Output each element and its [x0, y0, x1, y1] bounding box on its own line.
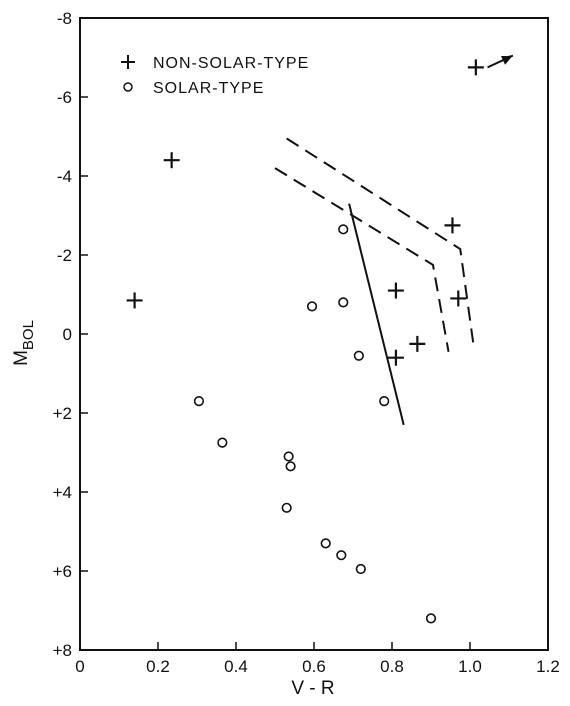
x-tick-label: 0 [75, 657, 84, 676]
circle-marker [379, 396, 390, 407]
y-tick-label: +4 [53, 483, 72, 502]
legend-item-non-solar: NON-SOLAR-TYPE [121, 55, 309, 72]
x-tick-label: 1.0 [458, 657, 482, 676]
annotations [487, 54, 514, 69]
svg-text:MBOL: MBOL [11, 320, 37, 366]
legend-label-solar: SOLAR-TYPE [153, 80, 264, 97]
circle-marker [193, 396, 205, 407]
plot-border [79, 17, 549, 651]
legend-item-solar: SOLAR-TYPE [123, 80, 264, 97]
legend-plus-marker [121, 55, 135, 69]
axis-ticks: 0 0.2 0.4 0.6 0.8 1.0 1.2 -8 -6 -4 -2 0 +2 +4 +6 +8 [53, 9, 560, 676]
plus-marker [444, 217, 461, 234]
y-tick-label: -6 [57, 88, 72, 107]
circle-marker [283, 451, 294, 462]
circle-marker [338, 297, 349, 308]
x-axis-title: V - R [291, 678, 334, 699]
x-tick-label: 1.2 [536, 657, 560, 676]
circle-marker [338, 224, 349, 235]
y-tick-label: +2 [53, 404, 72, 423]
plus-marker [126, 292, 143, 309]
dashed-line-2 [286, 137, 475, 348]
circle-marker [217, 437, 228, 448]
solid-line-0 [348, 203, 405, 426]
reference-lines [274, 137, 475, 426]
y-tick-label: +8 [53, 641, 72, 660]
plus-marker [450, 290, 467, 307]
y-axis-title-sub: BOL [20, 320, 37, 350]
legend-circle-marker [123, 82, 133, 92]
plus-marker [409, 335, 426, 352]
plus-marker [163, 152, 180, 169]
plus-marker [467, 59, 484, 76]
legend: NON-SOLAR-TYPE SOLAR-TYPE [121, 55, 309, 97]
y-tick-label: -2 [57, 246, 72, 265]
circle-marker [285, 461, 296, 472]
data-points [126, 59, 484, 624]
circle-marker [353, 350, 364, 361]
x-tick-label: 0.8 [380, 657, 404, 676]
y-tick-label: -8 [57, 9, 72, 28]
circle-marker [425, 613, 437, 624]
x-tick-label: 0.6 [302, 657, 326, 676]
y-axis-title: MBOL [11, 320, 37, 366]
circle-marker [355, 563, 366, 575]
y-tick-label: -4 [57, 167, 72, 186]
plus-marker [387, 282, 404, 299]
plot-frame [79, 17, 549, 651]
circle-marker [281, 502, 292, 513]
x-tick-label: 0.4 [224, 657, 248, 676]
circle-marker [336, 550, 347, 561]
plus-marker [387, 349, 404, 366]
circle-marker [320, 538, 331, 549]
legend-label-non-solar: NON-SOLAR-TYPE [153, 55, 309, 72]
y-axis-title-main: M [11, 350, 32, 366]
dashed-line-1 [274, 167, 450, 352]
circle-marker [306, 301, 318, 312]
arrow-annotation [487, 54, 514, 69]
x-tick-label: 0.2 [146, 657, 170, 676]
y-tick-label: +6 [53, 562, 72, 581]
y-tick-label: 0 [63, 325, 72, 344]
